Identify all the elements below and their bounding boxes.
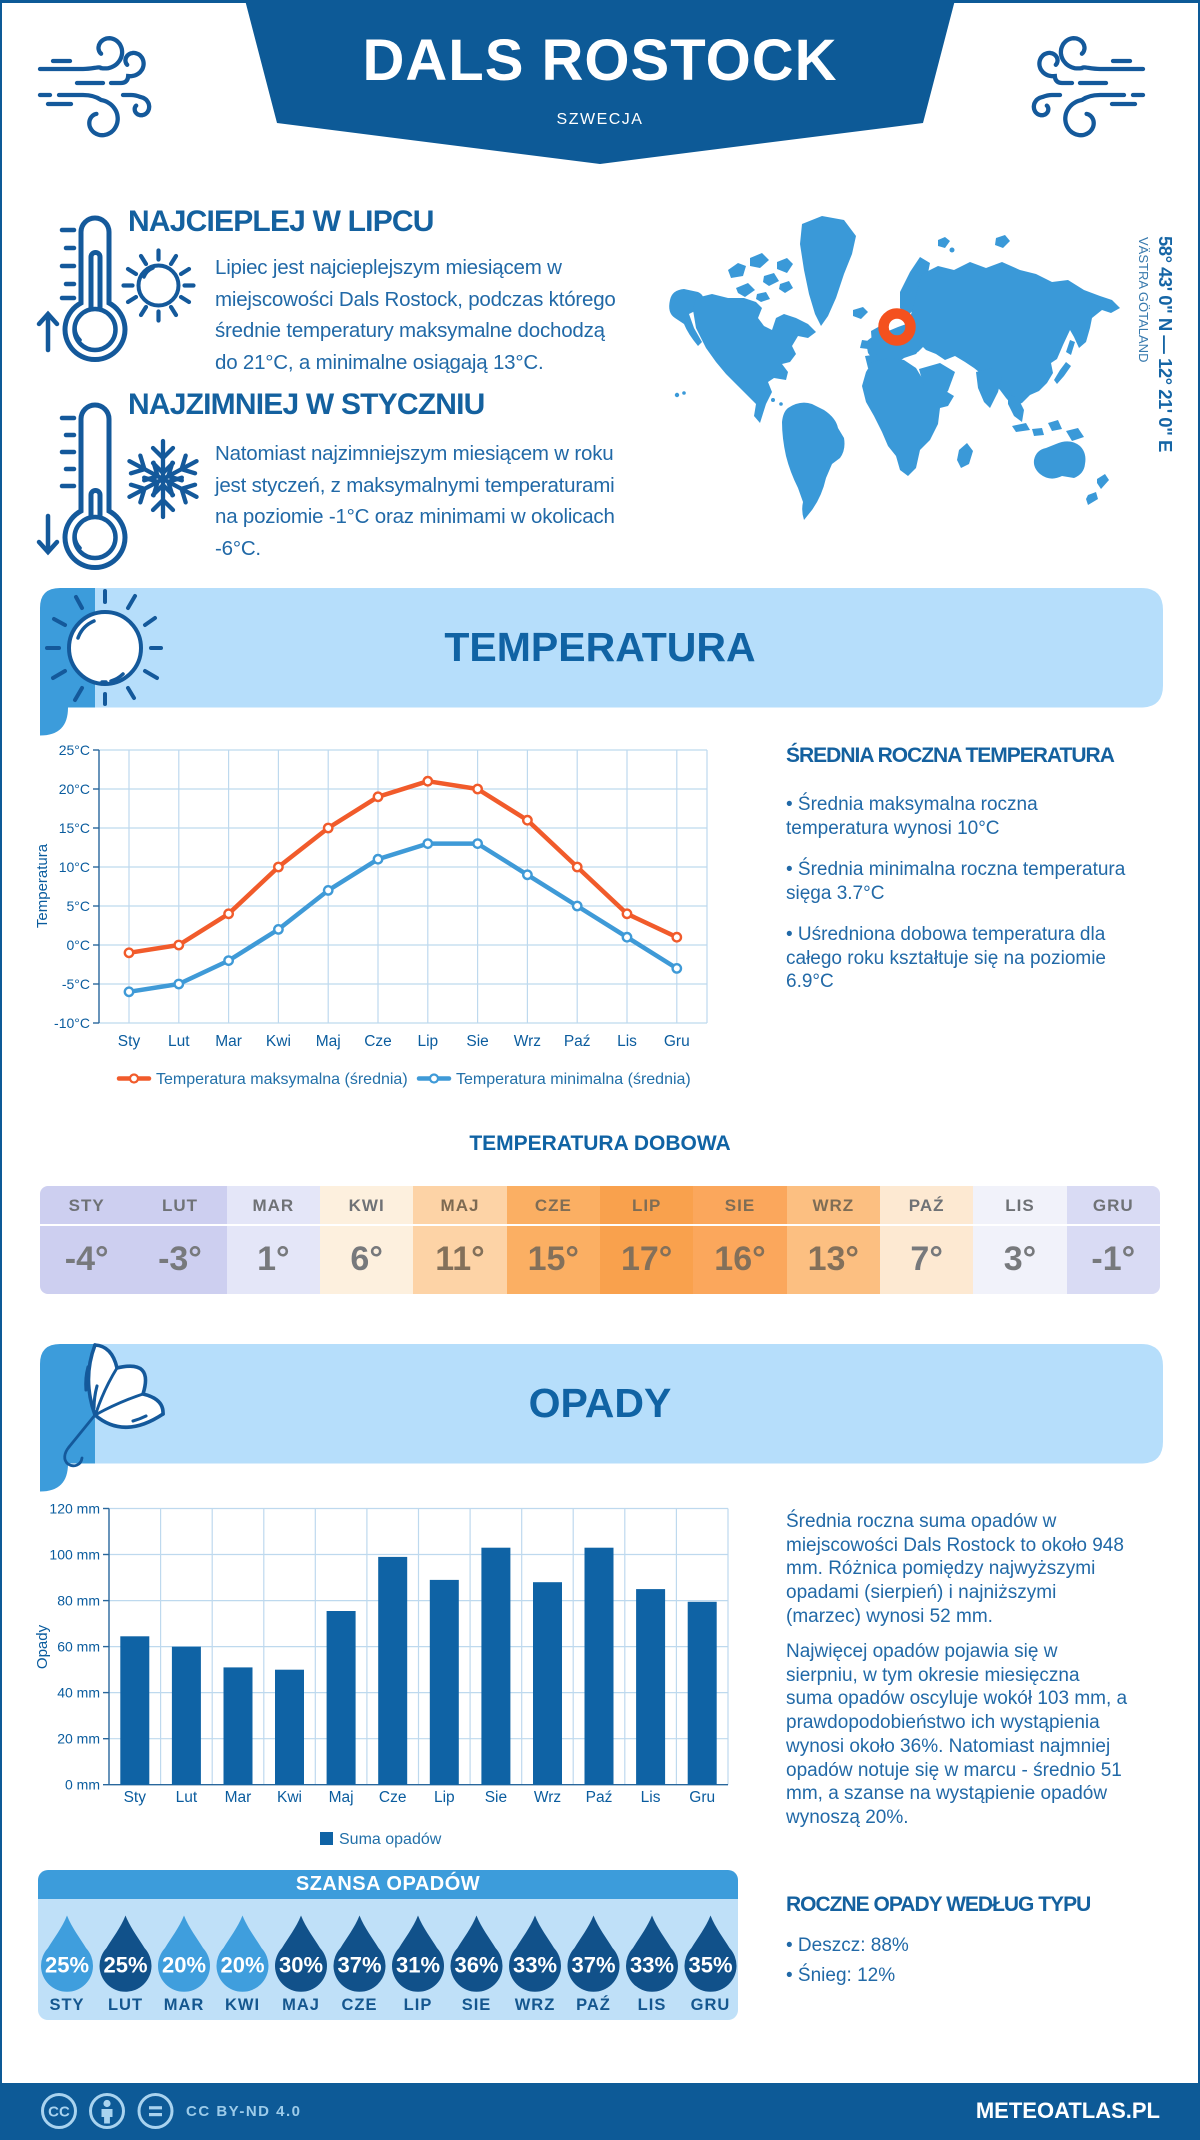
svg-text:SIE: SIE <box>462 1996 492 2014</box>
svg-text:Sty: Sty <box>118 1033 141 1050</box>
svg-text:Opady: Opady <box>34 1624 51 1669</box>
svg-text:Temperatura: Temperatura <box>34 843 51 928</box>
svg-text:37%: 37% <box>337 1953 381 1978</box>
svg-text:31%: 31% <box>396 1953 440 1978</box>
svg-text:37%: 37% <box>571 1953 615 1978</box>
svg-text:CZE: CZE <box>342 1996 378 2014</box>
svg-text:Lut: Lut <box>168 1033 190 1050</box>
svg-text:-10°C: -10°C <box>54 1015 90 1031</box>
svg-text:Wrz: Wrz <box>514 1033 541 1050</box>
svg-text:Mar: Mar <box>215 1033 242 1050</box>
svg-text:33%: 33% <box>513 1953 557 1978</box>
svg-text:Maj: Maj <box>316 1033 341 1050</box>
svg-text:Lip: Lip <box>417 1033 438 1050</box>
svg-text:120 mm: 120 mm <box>49 1501 100 1517</box>
svg-text:Sty: Sty <box>124 1789 147 1806</box>
svg-text:Lut: Lut <box>176 1789 198 1806</box>
svg-text:Kwi: Kwi <box>277 1789 302 1806</box>
svg-text:25%: 25% <box>45 1953 89 1978</box>
svg-text:0 mm: 0 mm <box>65 1777 100 1793</box>
svg-text:Temperatura minimalna (średnia: Temperatura minimalna (średnia) <box>456 1071 691 1088</box>
svg-text:60 mm: 60 mm <box>57 1639 100 1655</box>
svg-text:MAJ: MAJ <box>282 1996 320 2014</box>
svg-text:20%: 20% <box>220 1953 264 1978</box>
svg-text:20 mm: 20 mm <box>57 1731 100 1747</box>
svg-text:Maj: Maj <box>329 1789 354 1806</box>
svg-text:Gru: Gru <box>664 1033 690 1050</box>
svg-text:Paź: Paź <box>564 1033 591 1050</box>
svg-text:MAR: MAR <box>164 1996 205 2014</box>
svg-text:Cze: Cze <box>379 1789 407 1806</box>
svg-text:Temperatura maksymalna (średni: Temperatura maksymalna (średnia) <box>156 1071 408 1088</box>
svg-text:GRU: GRU <box>691 1996 731 2014</box>
svg-text:5°C: 5°C <box>67 898 91 914</box>
svg-text:STY: STY <box>49 1996 84 2014</box>
svg-text:100 mm: 100 mm <box>49 1547 100 1563</box>
svg-text:LIP: LIP <box>404 1996 433 2014</box>
svg-text:PAŹ: PAŹ <box>576 1995 611 2014</box>
svg-text:LUT: LUT <box>108 1996 143 2014</box>
svg-text:Kwi: Kwi <box>266 1033 291 1050</box>
svg-text:35%: 35% <box>688 1953 732 1978</box>
svg-text:KWI: KWI <box>225 1996 260 2014</box>
svg-text:Cze: Cze <box>364 1033 392 1050</box>
svg-text:CC: CC <box>48 2104 70 2121</box>
svg-text:Lis: Lis <box>617 1033 637 1050</box>
svg-text:Mar: Mar <box>225 1789 252 1806</box>
svg-text:Wrz: Wrz <box>534 1789 561 1806</box>
svg-text:Lis: Lis <box>641 1789 661 1806</box>
svg-text:Lip: Lip <box>434 1789 455 1806</box>
svg-text:Suma opadów: Suma opadów <box>339 1831 442 1848</box>
svg-text:0°C: 0°C <box>67 937 91 953</box>
svg-text:Sie: Sie <box>485 1789 507 1806</box>
svg-text:20°C: 20°C <box>59 781 90 797</box>
svg-text:25°C: 25°C <box>59 742 90 758</box>
svg-text:40 mm: 40 mm <box>57 1685 100 1701</box>
svg-text:36%: 36% <box>454 1953 498 1978</box>
svg-text:20%: 20% <box>162 1953 206 1978</box>
svg-text:10°C: 10°C <box>59 859 90 875</box>
svg-text:Gru: Gru <box>689 1789 715 1806</box>
svg-text:WRZ: WRZ <box>515 1996 556 2014</box>
svg-text:30%: 30% <box>279 1953 323 1978</box>
svg-text:25%: 25% <box>103 1953 147 1978</box>
svg-text:LIS: LIS <box>638 1996 667 2014</box>
svg-text:80 mm: 80 mm <box>57 1593 100 1609</box>
svg-text:15°C: 15°C <box>59 820 90 836</box>
svg-text:Paź: Paź <box>586 1789 613 1806</box>
svg-text:-5°C: -5°C <box>62 976 90 992</box>
svg-text:Sie: Sie <box>466 1033 488 1050</box>
svg-text:33%: 33% <box>630 1953 674 1978</box>
